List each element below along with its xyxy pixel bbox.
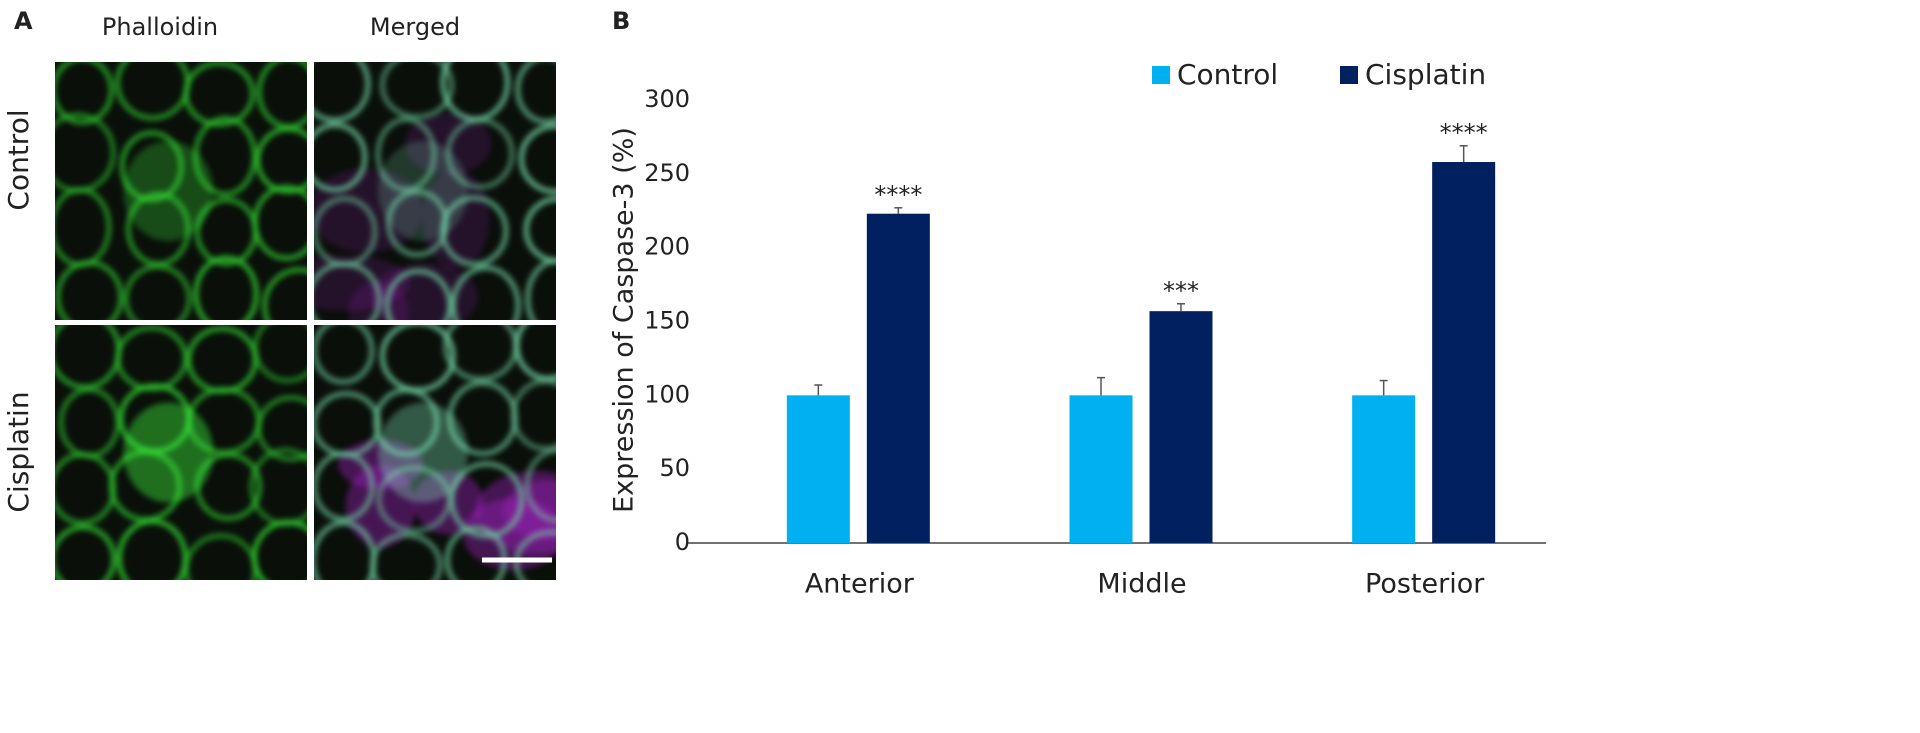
- bar: [1069, 395, 1133, 543]
- chart: 0 50 100 150 200 250 300 Anterior **** Middle *** P…: [644, 58, 1546, 600]
- row-label: Cisplatin: [2, 391, 35, 512]
- bar: [1149, 311, 1213, 543]
- error-bar: [1459, 145, 1468, 163]
- micrograph: [314, 62, 556, 320]
- cell-outlines: [314, 62, 556, 320]
- micrograph: [55, 62, 307, 320]
- cell-outline: [314, 261, 382, 320]
- row-label: Control: [2, 109, 35, 210]
- cell-outline: [314, 122, 368, 193]
- cell-outline: [123, 264, 192, 320]
- error-bar: [814, 384, 823, 396]
- significance-label: ****: [874, 181, 922, 209]
- bar: [1432, 162, 1496, 543]
- cell-outline: [314, 451, 375, 522]
- cell-outline: [255, 126, 307, 194]
- cell-outline: [116, 518, 188, 580]
- column-label: Merged: [370, 13, 460, 41]
- cell-outline: [525, 258, 556, 320]
- y-tick-label: 100: [644, 380, 690, 408]
- panel-label: A: [14, 7, 33, 35]
- legend-swatch: [1152, 66, 1170, 84]
- cell-outline: [252, 184, 307, 261]
- cell-outline: [524, 447, 556, 523]
- cell-outline: [514, 325, 556, 382]
- x-tick-label: Posterior: [1365, 569, 1485, 600]
- legend-label: Cisplatin: [1365, 58, 1486, 91]
- micrograph: [314, 325, 556, 580]
- x-tick-label: Anterior: [805, 569, 915, 600]
- y-tick-label: 300: [644, 85, 690, 113]
- y-tick-label: 200: [644, 233, 690, 261]
- cell-outline: [515, 62, 556, 125]
- cell-outlines: [55, 325, 307, 580]
- legend-swatch: [1340, 66, 1358, 84]
- cell-outlines: [314, 325, 556, 580]
- cell-outline: [55, 62, 114, 125]
- cell-outline: [384, 268, 453, 320]
- y-tick-label: 50: [659, 454, 690, 482]
- cell-outline: [450, 265, 521, 320]
- x-tick-label: Middle: [1097, 569, 1186, 600]
- cell-outline: [314, 62, 371, 123]
- cell-outline: [511, 378, 556, 452]
- purple-stain: [462, 498, 556, 570]
- cell-outline: [55, 260, 124, 320]
- cell-outline: [518, 123, 556, 194]
- cell-outline: [370, 532, 443, 580]
- significance-label: ****: [1440, 119, 1488, 147]
- center-glow: [377, 141, 468, 241]
- bar: [786, 395, 850, 543]
- y-axis-label: Expression of Caspase-3 (%): [609, 127, 640, 513]
- cell-outline: [379, 62, 455, 120]
- y-tick-label: 0: [675, 528, 690, 556]
- micrographs: [55, 62, 556, 580]
- bar: [1352, 395, 1416, 543]
- cell-outline: [314, 325, 375, 385]
- cell-outline: [55, 524, 117, 580]
- cell-outline: [513, 529, 556, 580]
- center-glow: [123, 141, 214, 241]
- cell-outline: [251, 519, 307, 580]
- significance-label: ***: [1163, 277, 1199, 305]
- cell-outline: [449, 461, 524, 539]
- error-bar: [1379, 379, 1388, 396]
- bar: [866, 213, 930, 543]
- y-tick-label: 250: [644, 159, 690, 187]
- legend-label: Control: [1177, 58, 1278, 91]
- y-tick-label: 150: [644, 307, 690, 335]
- column-label: Phalloidin: [102, 13, 218, 41]
- cell-outline: [183, 62, 256, 127]
- cell-outline: [262, 267, 307, 320]
- cell-outline: [193, 255, 259, 320]
- cell-outline: [252, 325, 307, 384]
- center-glow: [123, 402, 214, 503]
- error-bar: [1097, 376, 1105, 396]
- center-glow: [377, 402, 468, 503]
- error-bar: [894, 207, 903, 214]
- cell-outline: [256, 395, 307, 462]
- panel-label: B: [612, 7, 630, 35]
- error-bar: [1177, 303, 1185, 312]
- micrograph: [55, 325, 307, 580]
- cell-outline: [523, 196, 556, 264]
